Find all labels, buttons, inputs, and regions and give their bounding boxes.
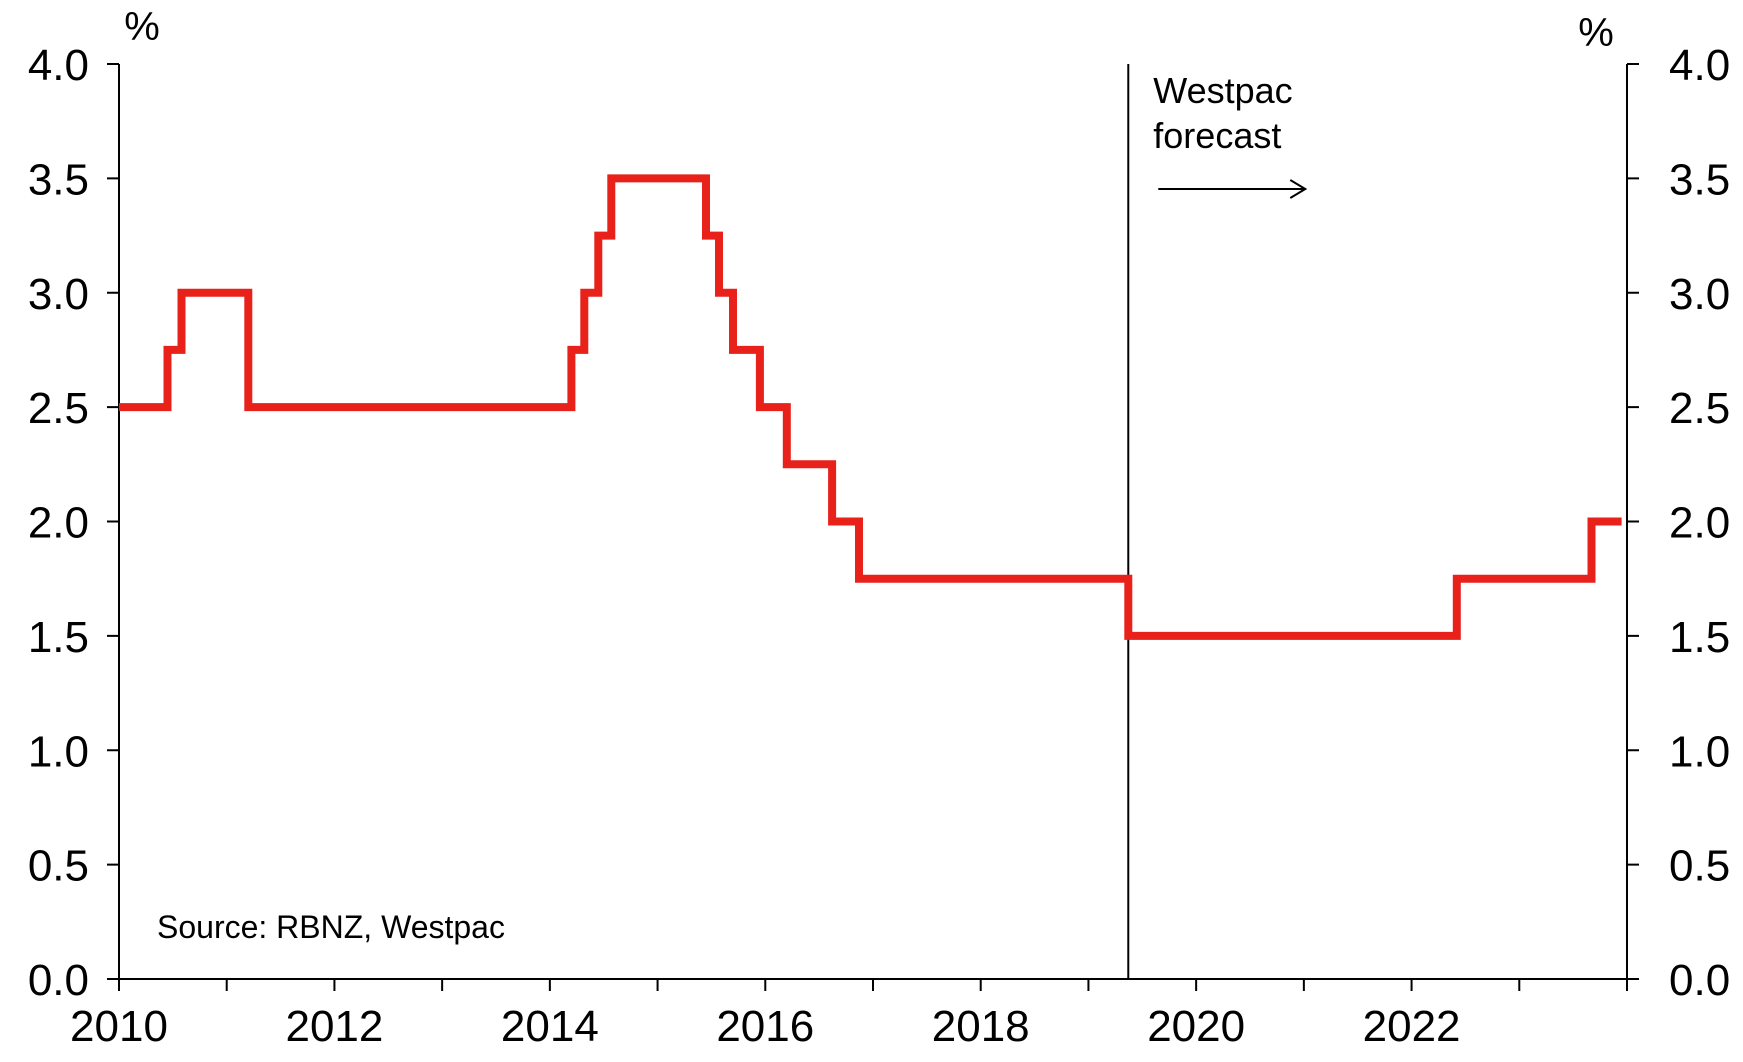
right-y-tick-label: 0.5	[1669, 842, 1730, 891]
x-tick-label: 2018	[932, 1002, 1030, 1051]
left-unit-label: %	[124, 5, 160, 49]
right-y-tick-label: 1.0	[1669, 727, 1730, 776]
x-tick-label: 2020	[1147, 1002, 1245, 1051]
right-y-tick-label: 0.0	[1669, 956, 1730, 1005]
source-note: Source: RBNZ, Westpac	[157, 909, 505, 945]
axes: 0.0 0.0 0.5 0.5 1.0 1.0 1.5 1.5 2.0 2.0 2.5 2.5 3.0 3…	[28, 41, 1730, 1051]
x-tick-label: 2010	[70, 1002, 168, 1051]
left-y-tick-label: 2.0	[28, 499, 89, 548]
ocr-step-line	[119, 174, 1622, 640]
forecast-label-line2: forecast	[1153, 115, 1281, 156]
left-y-tick-label: 1.5	[28, 613, 89, 662]
x-tick-label: 2012	[285, 1002, 383, 1051]
x-tick-label: 2014	[501, 1002, 599, 1051]
left-y-tick-label: 0.5	[28, 842, 89, 891]
forecast-arrow-head	[1289, 179, 1308, 199]
right-y-tick-label: 3.5	[1669, 155, 1730, 204]
right-y-tick-label: 2.5	[1669, 384, 1730, 433]
left-y-tick-label: 4.0	[28, 41, 89, 90]
right-y-tick-label: 1.5	[1669, 613, 1730, 662]
right-unit-label: %	[1578, 11, 1614, 55]
forecast-label-line1: Westpac	[1153, 70, 1292, 111]
x-tick-label: 2022	[1363, 1002, 1461, 1051]
right-y-tick-label: 2.0	[1669, 499, 1730, 548]
left-y-tick-label: 0.0	[28, 956, 89, 1005]
left-y-tick-label: 3.5	[28, 155, 89, 204]
left-y-tick-label: 2.5	[28, 384, 89, 433]
right-y-tick-label: 3.0	[1669, 270, 1730, 319]
x-tick-label: 2016	[716, 1002, 814, 1051]
series-layer	[119, 174, 1622, 640]
left-y-tick-label: 1.0	[28, 727, 89, 776]
left-y-tick-label: 3.0	[28, 270, 89, 319]
right-y-tick-label: 4.0	[1669, 41, 1730, 90]
